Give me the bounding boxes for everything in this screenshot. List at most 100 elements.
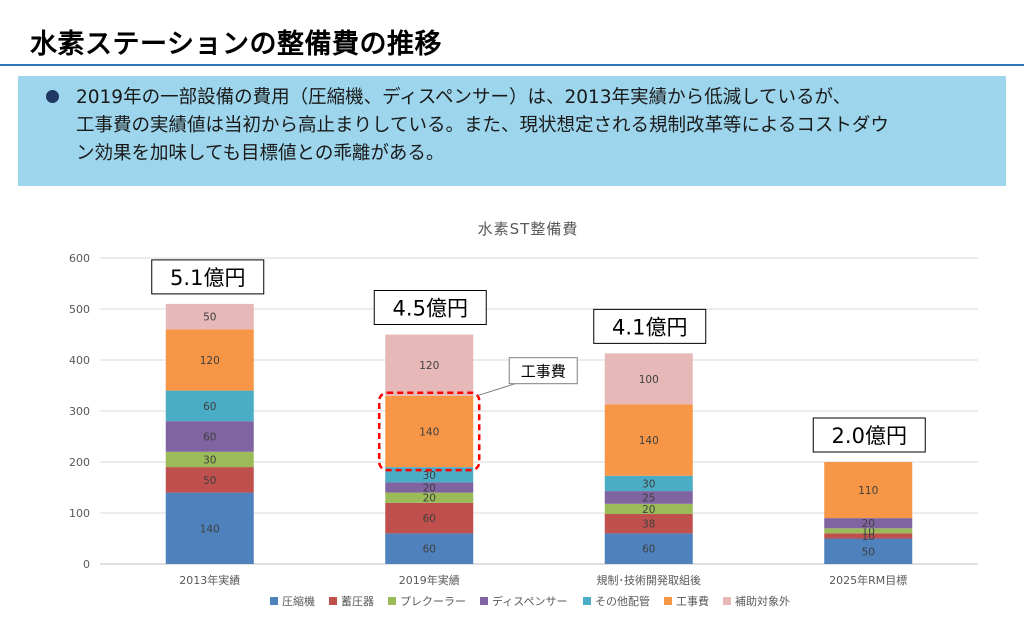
legend-label: その他配管 xyxy=(595,594,650,608)
bar-segment xyxy=(385,502,474,534)
x-tick-label: 規制･技術開発取組後 xyxy=(597,573,702,587)
data-label: 10 xyxy=(862,531,875,543)
data-label: 20 xyxy=(642,504,655,516)
data-label: 100 xyxy=(639,374,659,386)
title-divider xyxy=(0,64,1024,66)
legend-swatch xyxy=(329,597,337,605)
data-label: 30 xyxy=(423,470,436,482)
y-tick-label: 600 xyxy=(69,252,90,265)
bar-segment xyxy=(165,467,254,493)
total-box xyxy=(151,259,265,295)
data-label: 10 xyxy=(862,526,875,538)
legend-swatch xyxy=(270,597,278,605)
data-label: 38 xyxy=(642,519,655,531)
legend-swatch xyxy=(723,597,731,605)
bar-segment xyxy=(604,353,693,405)
bar-segment xyxy=(824,462,913,519)
total-box xyxy=(812,417,926,453)
legend-label: 蓄圧器 xyxy=(341,595,374,608)
bar-segment xyxy=(385,334,474,396)
total-label: 4.1億円 xyxy=(612,315,687,339)
data-label: 20 xyxy=(423,493,436,505)
bar-segment xyxy=(385,482,474,493)
annotations: 工事費 xyxy=(378,357,578,472)
callout-box xyxy=(508,357,578,385)
data-label: 140 xyxy=(419,426,439,438)
data-label: 50 xyxy=(862,546,875,558)
y-tick-label: 0 xyxy=(83,558,90,571)
bar-segment xyxy=(604,475,693,492)
bar-segment xyxy=(824,518,913,529)
data-label: 120 xyxy=(419,360,439,372)
bar-segment xyxy=(165,421,254,452)
y-axis-ticks: 0 100 200 300 400 500 600 xyxy=(69,252,90,571)
bar-segment xyxy=(824,533,913,539)
summary-line: 工事費の実績値は当初から高止まりしている。また、現状想定される規制改革等によるコ… xyxy=(76,115,889,136)
total-box xyxy=(593,308,707,344)
legend-label: 圧縮機 xyxy=(282,594,315,608)
data-label: 60 xyxy=(203,432,216,444)
y-tick-label: 400 xyxy=(69,354,90,367)
total-label: 2.0億円 xyxy=(832,424,907,448)
x-tick-label: 2025年RM目標 xyxy=(829,573,907,587)
total-label: 4.5億円 xyxy=(393,297,468,321)
bar-segment xyxy=(604,503,693,515)
data-label: 25 xyxy=(642,492,655,504)
bullet-icon xyxy=(46,90,59,103)
legend-label: ディスペンサー xyxy=(492,594,567,608)
bar-segment xyxy=(165,303,254,330)
data-label: 110 xyxy=(858,485,878,497)
y-tick-label: 500 xyxy=(69,303,90,316)
bar-segment xyxy=(824,528,913,534)
x-axis-ticks: 2013年実績 2019年実績 規制･技術開発取組後 2025年RM目標 xyxy=(179,573,907,587)
summary-line: 2019年の一部設備の費用（圧縮機、ディスペンサー）は、2013年実績から低減し… xyxy=(76,87,852,108)
callout-label: 工事費 xyxy=(521,363,566,381)
total-label: 5.1億円 xyxy=(170,266,245,290)
legend-label: プレクーラー xyxy=(400,595,466,608)
data-label: 30 xyxy=(642,478,655,490)
data-label: 60 xyxy=(423,544,436,556)
bar-segment xyxy=(165,451,254,468)
bar-segment xyxy=(604,514,693,534)
legend-swatch xyxy=(664,597,672,605)
x-tick-label: 2013年実績 xyxy=(179,573,240,587)
legend-swatch xyxy=(480,597,488,605)
data-label: 140 xyxy=(639,435,659,447)
highlight-box xyxy=(378,391,481,472)
callout-line xyxy=(477,383,516,397)
data-label: 30 xyxy=(203,454,216,466)
data-label: 120 xyxy=(200,355,220,367)
legend: 圧縮機 蓄圧器 プレクーラー ディスペンサー その他配管 工事費 補助対象外 xyxy=(270,594,790,608)
data-label: 60 xyxy=(203,401,216,413)
bar-segment xyxy=(385,395,474,468)
data-label: 140 xyxy=(200,523,220,535)
data-label: 60 xyxy=(642,544,655,556)
legend-label: 補助対象外 xyxy=(735,594,790,608)
y-tick-label: 200 xyxy=(69,456,90,469)
y-tick-label: 100 xyxy=(69,507,90,520)
total-box xyxy=(373,290,487,325)
data-label: 50 xyxy=(203,475,216,487)
bars: 1405030606012050606020203014012060382025… xyxy=(165,303,913,564)
data-label: 20 xyxy=(423,483,436,495)
bar-segment xyxy=(165,492,254,564)
summary-line: ン効果を加味しても目標値との乖離がある。 xyxy=(76,143,445,164)
data-label: 20 xyxy=(862,518,875,530)
bar-segment xyxy=(385,492,474,503)
legend-swatch xyxy=(388,597,396,605)
data-label: 60 xyxy=(423,513,436,525)
bar-segment xyxy=(604,404,693,476)
y-tick-label: 300 xyxy=(69,405,90,418)
chart-title: 水素ST整備費 xyxy=(478,220,579,238)
bar-segment xyxy=(604,491,693,504)
legend-swatch xyxy=(583,597,591,605)
total-labels: 5.1億円 4.5億円 4.1億円 2.0億円 xyxy=(151,259,926,453)
summary-box: 2019年の一部設備の費用（圧縮機、ディスペンサー）は、2013年実績から低減し… xyxy=(18,76,1006,186)
page-title: 水素ステーションの整備費の推移 xyxy=(30,29,442,60)
x-tick-label: 2019年実績 xyxy=(399,573,460,587)
bar-segment xyxy=(385,533,474,564)
bar-segment xyxy=(824,538,913,564)
summary-text: 2019年の一部設備の費用（圧縮機、ディスペンサー）は、2013年実績から低減し… xyxy=(76,84,996,168)
bar-segment xyxy=(165,329,254,391)
